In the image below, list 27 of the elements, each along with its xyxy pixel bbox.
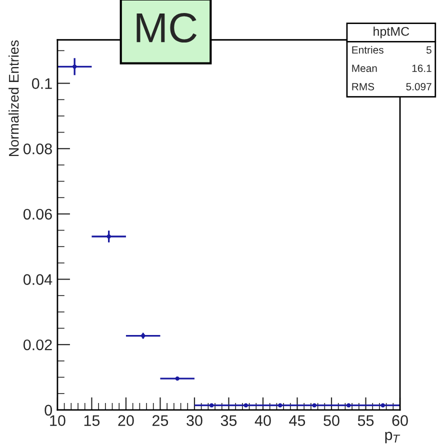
y-tick-label: 0.1 — [32, 78, 52, 89]
x-tick-label: 35 — [220, 415, 237, 426]
text: 5 — [426, 46, 432, 54]
chart-title: MC — [136, 13, 197, 43]
x-tick-label: 55 — [358, 415, 374, 426]
annotation: Entries — [352, 46, 384, 54]
text: 16.1 — [412, 64, 432, 72]
x-tick-label: 15 — [84, 415, 100, 426]
y-tick-label: 0 — [44, 404, 52, 416]
y-tick-label: 0.08 — [23, 144, 52, 154]
x-tick-label: 60 — [392, 415, 408, 426]
x-tick-label: 30 — [186, 415, 202, 426]
y-tick-label: 0.04 — [23, 274, 52, 285]
text: hptMC — [374, 26, 410, 38]
annotation: RMS — [352, 83, 374, 90]
y-tick-label: 0.02 — [23, 339, 52, 350]
annotation: Mean — [352, 64, 377, 72]
text: 5.097 — [406, 83, 432, 90]
x-axis-title: p$_{T}$ — [385, 432, 400, 444]
y-axis-title: Normalized Entries — [8, 40, 19, 156]
x-tick-label: 50 — [324, 415, 340, 426]
x-tick-label: 40 — [254, 415, 271, 426]
x-tick-label: 20 — [118, 415, 134, 426]
x-tick-label: 10 — [50, 415, 66, 426]
x-tick-label: 45 — [289, 415, 306, 426]
y-tick-label: 0.06 — [23, 208, 52, 220]
x-tick-label: 25 — [152, 415, 168, 426]
